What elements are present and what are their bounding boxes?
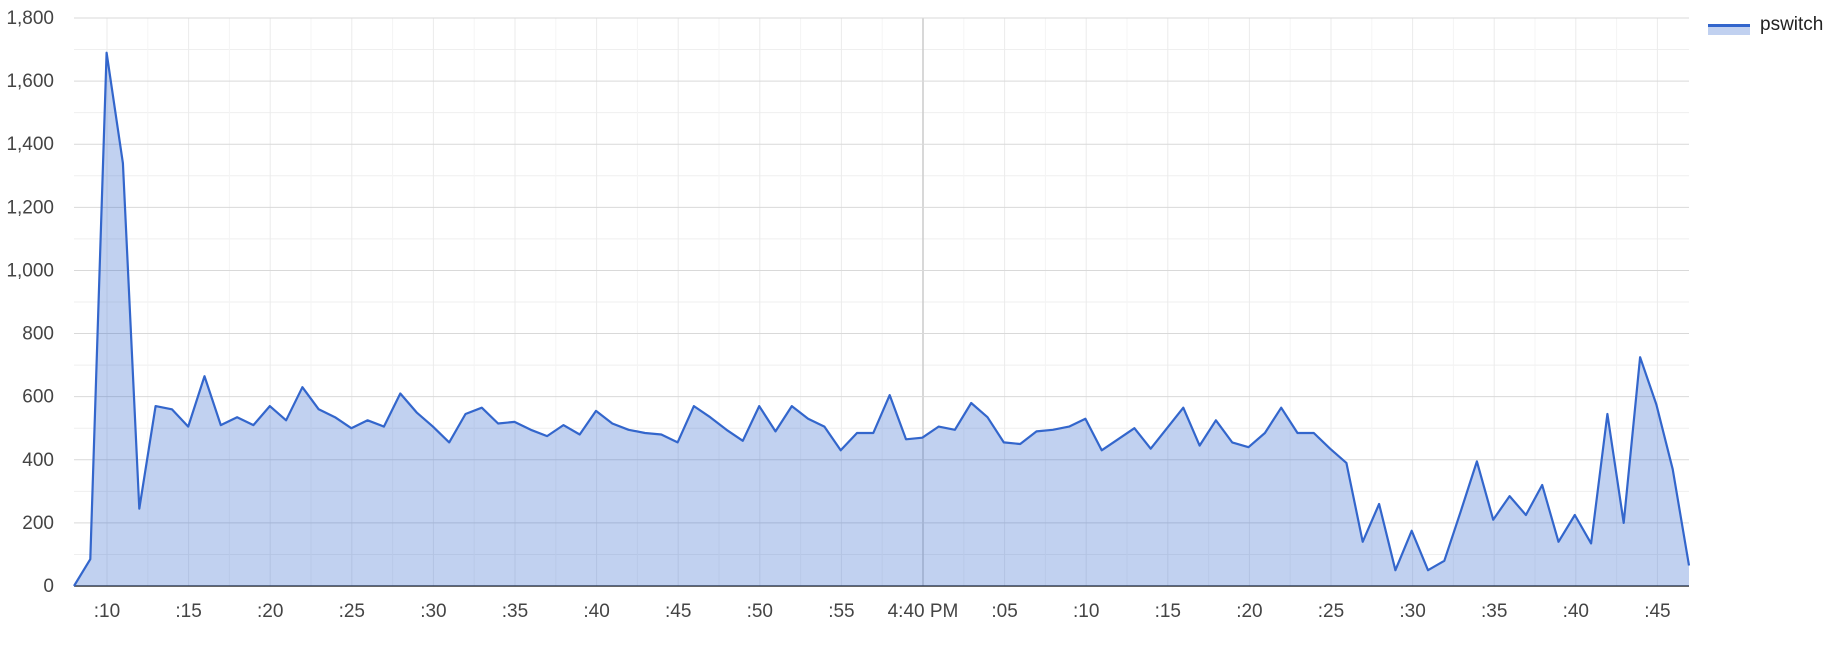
y-tick-label: 0 xyxy=(43,576,54,597)
x-tick-label: :30 xyxy=(420,601,446,622)
series-line-pswitch xyxy=(73,51,1691,587)
y-tick-label: 1,600 xyxy=(6,71,54,92)
y-tick-label: 1,200 xyxy=(6,197,54,218)
x-tick-label: :25 xyxy=(1318,601,1344,622)
x-tick-label: :10 xyxy=(94,601,120,622)
y-tick-label: 400 xyxy=(22,450,54,471)
x-tick-label: :15 xyxy=(1155,601,1181,622)
y-tick-label: 1,000 xyxy=(6,260,54,281)
y-tick-label: 600 xyxy=(22,387,54,408)
x-tick-label: :45 xyxy=(1644,601,1670,622)
legend-label-pswitch: pswitch xyxy=(1760,14,1824,35)
x-tick-label: :40 xyxy=(1563,601,1589,622)
y-tick-label: 200 xyxy=(22,513,54,534)
x-tick-label: :45 xyxy=(665,601,691,622)
legend-swatch-pswitch xyxy=(1708,15,1750,35)
x-tick-label: :20 xyxy=(1236,601,1262,622)
x-tick-label: :30 xyxy=(1399,601,1425,622)
x-tick-label: 4:40 PM xyxy=(888,601,959,622)
x-tick-label: :35 xyxy=(1481,601,1507,622)
x-tick-label: :20 xyxy=(257,601,283,622)
x-tick-label: :40 xyxy=(583,601,609,622)
x-tick-label: :05 xyxy=(991,601,1017,622)
x-tick-label: :15 xyxy=(175,601,201,622)
y-tick-label: 1,800 xyxy=(6,8,54,29)
area-fill-pswitch xyxy=(74,52,1689,586)
legend: pswitch xyxy=(1708,14,1823,36)
x-tick-label: :50 xyxy=(747,601,773,622)
x-tick-label: :10 xyxy=(1073,601,1099,622)
x-tick-label: :55 xyxy=(828,601,854,622)
y-tick-label: 800 xyxy=(22,324,54,345)
x-tick-label: :35 xyxy=(502,601,528,622)
x-tick-label: :25 xyxy=(339,601,365,622)
y-tick-label: 1,400 xyxy=(6,134,54,155)
